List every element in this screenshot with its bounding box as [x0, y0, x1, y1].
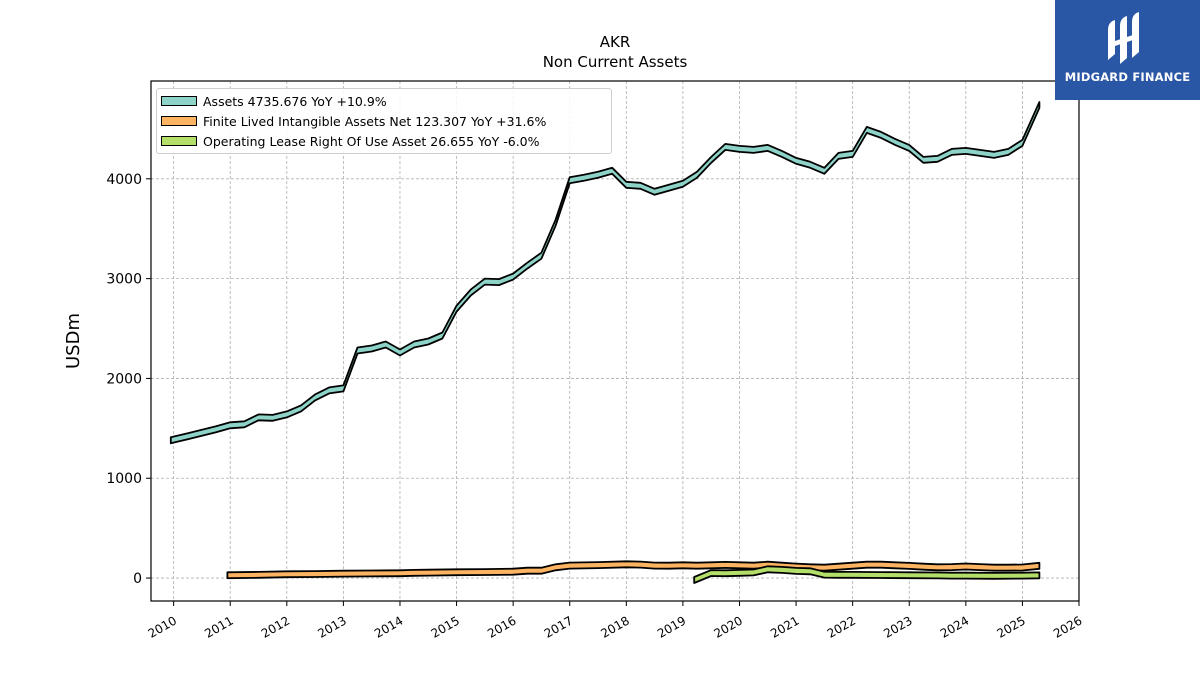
legend-item-intangibles: Finite Lived Intangible Assets Net 123.3… — [161, 113, 546, 129]
series-band-assets — [169, 101, 1041, 445]
y-tick-label: 3000 — [106, 272, 142, 288]
x-tick-label: 2026 — [1051, 613, 1084, 640]
x-tick-label: 2020 — [712, 613, 745, 640]
legend-swatch-intangibles — [161, 116, 197, 126]
x-tick-label: 2017 — [542, 613, 575, 640]
y-tick-label: 4000 — [106, 172, 142, 188]
y-tick-label: 1000 — [106, 471, 142, 487]
series-band-lease — [693, 565, 1041, 584]
y-axis-label: USDm — [63, 313, 84, 369]
chart-title: AKR — [599, 33, 631, 51]
x-tick-label: 2010 — [146, 613, 179, 640]
legend-label-lease: Operating Lease Right Of Use Asset 26.65… — [203, 133, 540, 149]
plot-frame — [150, 80, 1080, 602]
logo-text: MIDGARD FINANCE — [1064, 70, 1191, 84]
x-tick-label: 2025 — [994, 613, 1027, 640]
x-tick-label: 2012 — [259, 613, 292, 640]
x-tick-label: 2023 — [881, 613, 914, 640]
series-layer — [169, 101, 1041, 584]
legend: Assets 4735.676 YoY +10.9% Finite Lived … — [156, 88, 612, 154]
x-tick-label: 2015 — [429, 613, 462, 640]
y-tick-label: 0 — [133, 571, 142, 587]
x-tick-label: 2016 — [485, 613, 518, 640]
legend-item-lease: Operating Lease Right Of Use Asset 26.65… — [161, 133, 540, 149]
x-tick-label: 2018 — [598, 613, 631, 640]
x-tick-label: 2021 — [768, 613, 801, 640]
brand-logo: MIDGARD FINANCE — [1055, 0, 1200, 100]
legend-label-assets: Assets 4735.676 YoY +10.9% — [203, 93, 387, 109]
legend-swatch-lease — [161, 136, 197, 146]
x-tick-label: 2014 — [372, 613, 405, 640]
x-tick-label: 2019 — [655, 613, 688, 640]
x-tick-label: 2011 — [202, 613, 235, 640]
legend-item-assets: Assets 4735.676 YoY +10.9% — [161, 93, 387, 109]
x-tick-label: 2024 — [938, 613, 971, 640]
series-band-intangibles — [226, 560, 1041, 580]
y-tick-label: 2000 — [106, 371, 142, 387]
legend-label-intangibles: Finite Lived Intangible Assets Net 123.3… — [203, 113, 547, 129]
chart-subtitle: Non Current Assets — [542, 53, 688, 71]
x-tick-label: 2013 — [315, 613, 348, 640]
logo-mark-icon — [1108, 12, 1139, 64]
legend-swatch-assets — [161, 96, 197, 106]
x-tick-label: 2022 — [825, 613, 858, 640]
